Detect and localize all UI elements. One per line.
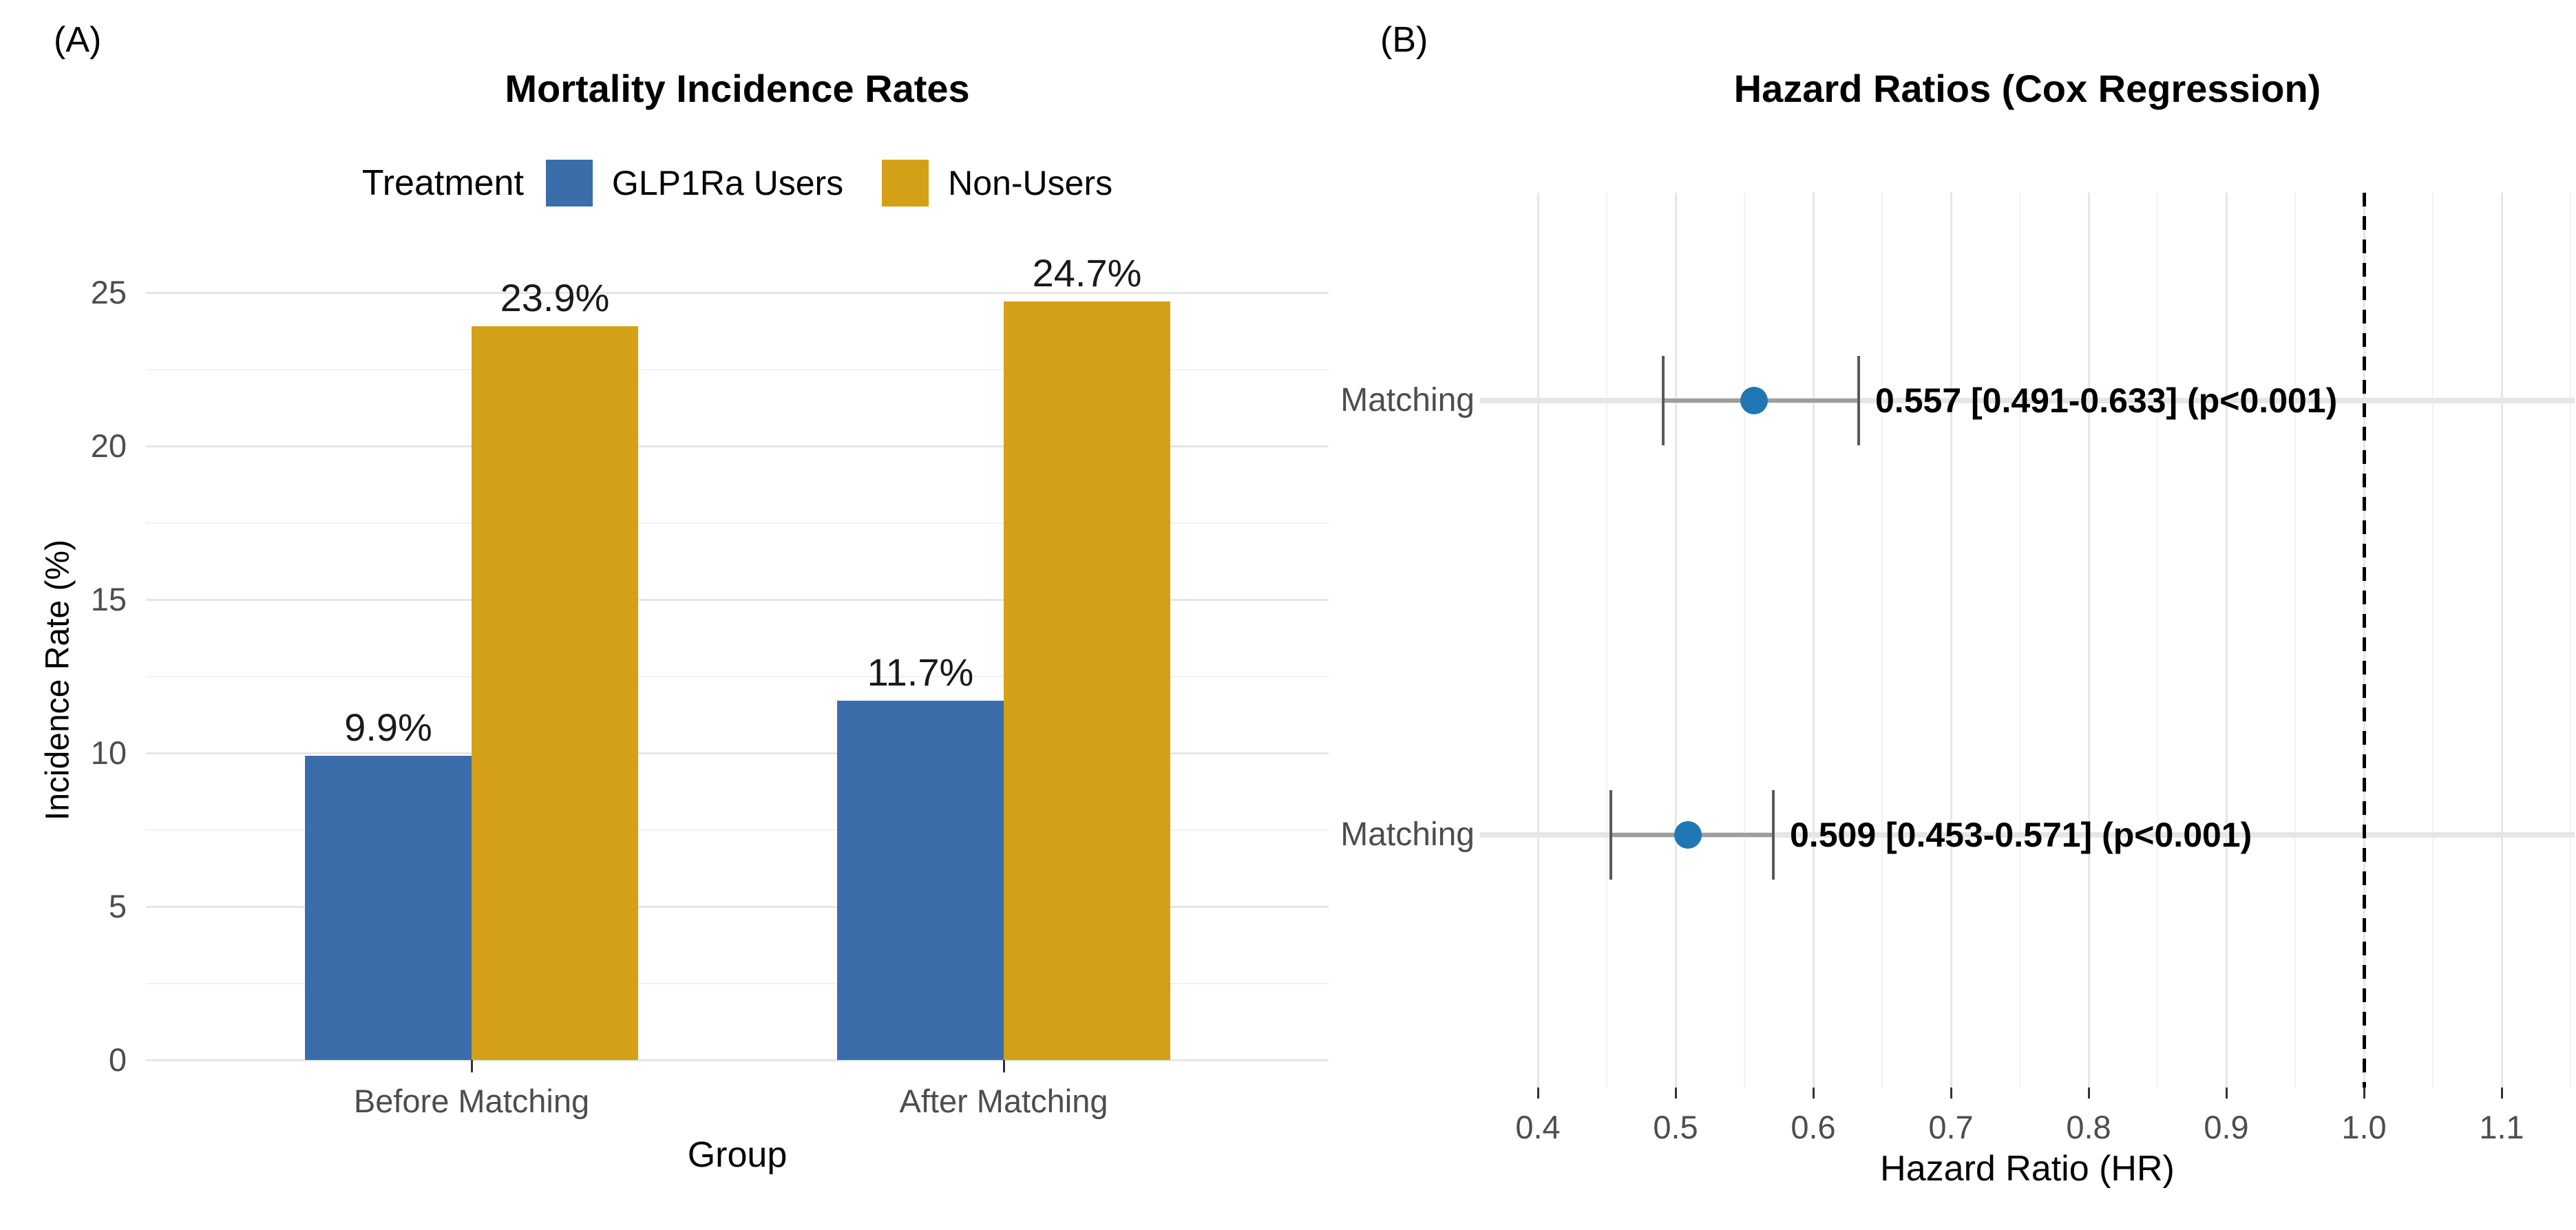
gridline-minor (146, 522, 1329, 524)
x-axis-title-hazard-ratio: Hazard Ratio (HR) (1880, 1149, 2175, 1189)
gridline-minor (2570, 193, 2571, 1088)
bar-glp1ra-before (305, 756, 472, 1060)
panel-b-title: Hazard Ratios (Cox Regression) (1733, 67, 2321, 110)
gridline-major (1537, 193, 1539, 1088)
x-tick-mark (2500, 1088, 2503, 1099)
ci-cap-high (1857, 356, 1860, 445)
hr-point-estimate (1740, 387, 1768, 414)
gridline-minor (146, 982, 1329, 984)
gridline-major (1812, 193, 1815, 1088)
gridline-major (2500, 193, 2503, 1088)
panel-a-title: Mortality Incidence Rates (505, 67, 970, 110)
hr-annotation: 0.557 [0.491-0.633] (p<0.001) (1875, 381, 2338, 420)
bar-chart-plot-area: 0 5 10 15 20 25 9.9% 23.9% Before Matching 11.7% 2… (91, 252, 1329, 1119)
x-tick-mark (1002, 1060, 1005, 1072)
ci-cap-low (1662, 356, 1665, 445)
panel-a: (A) Mortality Incidence Rates Treatment … (40, 20, 1329, 1175)
y-tick-label: 25 (90, 274, 127, 310)
gridline-major (146, 1059, 1329, 1061)
bar-value-label: 9.9% (344, 706, 432, 750)
x-tick-label-hr: 0.8 (2066, 1109, 2111, 1145)
gridline-major (146, 291, 1329, 294)
x-tick-label-category: After Matching (899, 1083, 1108, 1119)
treatment-legend: Treatment GLP1Ra Users Non-Users (146, 160, 1329, 206)
gridline-major (146, 445, 1329, 447)
legend-swatch-glp1ra-users (545, 160, 593, 206)
y-tick-label: 5 (108, 888, 127, 924)
forest-plot-area: 0.4 0.5 0.6 0.7 0.8 0.9 1.0 1.1 0.557 [0.491-0.6… (1340, 193, 2575, 1145)
gridline-major (146, 752, 1329, 754)
gridline-minor (1744, 193, 1745, 1088)
reference-line-hr1 (2362, 193, 2366, 1088)
gridline-major (146, 598, 1329, 601)
legend-swatch-non-users (882, 160, 929, 206)
gridline-major (1950, 193, 1952, 1088)
x-tick-mark (2087, 1088, 2090, 1099)
bar-value-label: 23.9% (500, 276, 610, 320)
gridline-minor (2294, 193, 2296, 1088)
x-tick-mark (1674, 1088, 1677, 1099)
x-tick-mark (1537, 1088, 1539, 1099)
legend-item-glp1ra: GLP1Ra Users (545, 160, 844, 206)
gridline-major (146, 905, 1329, 908)
legend-label-glp1ra-users: GLP1Ra Users (611, 164, 844, 202)
legend-label-non-users: Non-Users (948, 164, 1113, 202)
gridline-major (2087, 193, 2090, 1088)
x-axis-title-group: Group (687, 1135, 788, 1175)
gridline-minor (146, 368, 1329, 370)
ci-cap-high (1772, 790, 1775, 880)
x-tick-label-hr: 0.9 (2204, 1109, 2249, 1145)
gridline-minor (2157, 193, 2158, 1088)
x-tick-mark (2225, 1088, 2228, 1099)
x-tick-label-hr: 0.5 (1653, 1109, 1698, 1145)
panel-a-letter: (A) (54, 20, 102, 60)
x-tick-label-hr: 0.4 (1515, 1109, 1561, 1145)
row-label-matching: Matching (1340, 816, 1475, 853)
x-tick-mark (1950, 1088, 1952, 1099)
ci-cap-low (1609, 790, 1612, 880)
legend-item-non-users: Non-Users (882, 160, 1112, 206)
row-gridline (1480, 832, 2575, 838)
y-tick-label: 0 (108, 1041, 127, 1078)
x-tick-label-category: Before Matching (353, 1083, 590, 1119)
gridline-minor (2019, 193, 2020, 1088)
y-tick-label: 10 (90, 734, 127, 771)
bar-glp1ra-after (837, 701, 1004, 1060)
x-tick-mark (2363, 1088, 2365, 1099)
x-tick-label-hr: 0.7 (1928, 1109, 1974, 1145)
x-tick-label-hr: 1.0 (2341, 1109, 2387, 1145)
bar-value-label: 11.7% (867, 650, 974, 694)
gridline-minor (146, 675, 1329, 677)
y-tick-label: 20 (90, 427, 127, 464)
gridline-major (1674, 193, 1677, 1088)
panel-b-letter: (B) (1380, 20, 1428, 60)
bar-nonusers-before (472, 326, 638, 1060)
gridline-major (2225, 193, 2228, 1088)
hr-point-estimate (1674, 821, 1702, 849)
row-gridline (1480, 398, 2575, 403)
gridline-minor (1606, 193, 1607, 1088)
panel-b: (B) Hazard Ratios (Cox Regression) 0.4 0.… (1340, 0, 2576, 1230)
y-tick-label: 15 (90, 581, 127, 617)
row-label-matching: Matching (1340, 382, 1475, 418)
bar-value-label: 24.7% (1032, 251, 1142, 295)
x-tick-mark (1812, 1088, 1815, 1099)
legend-title: Treatment (361, 163, 524, 203)
bar-nonusers-after (1004, 301, 1170, 1060)
x-tick-label-hr: 1.1 (2479, 1109, 2524, 1145)
gridline-minor (1881, 193, 1883, 1088)
x-tick-label-hr: 0.6 (1791, 1109, 1836, 1145)
hr-annotation: 0.509 [0.453-0.571] (p<0.001) (1790, 816, 2252, 854)
gridline-minor (146, 829, 1329, 831)
x-tick-mark (470, 1060, 473, 1072)
gridline-minor (2432, 193, 2434, 1088)
